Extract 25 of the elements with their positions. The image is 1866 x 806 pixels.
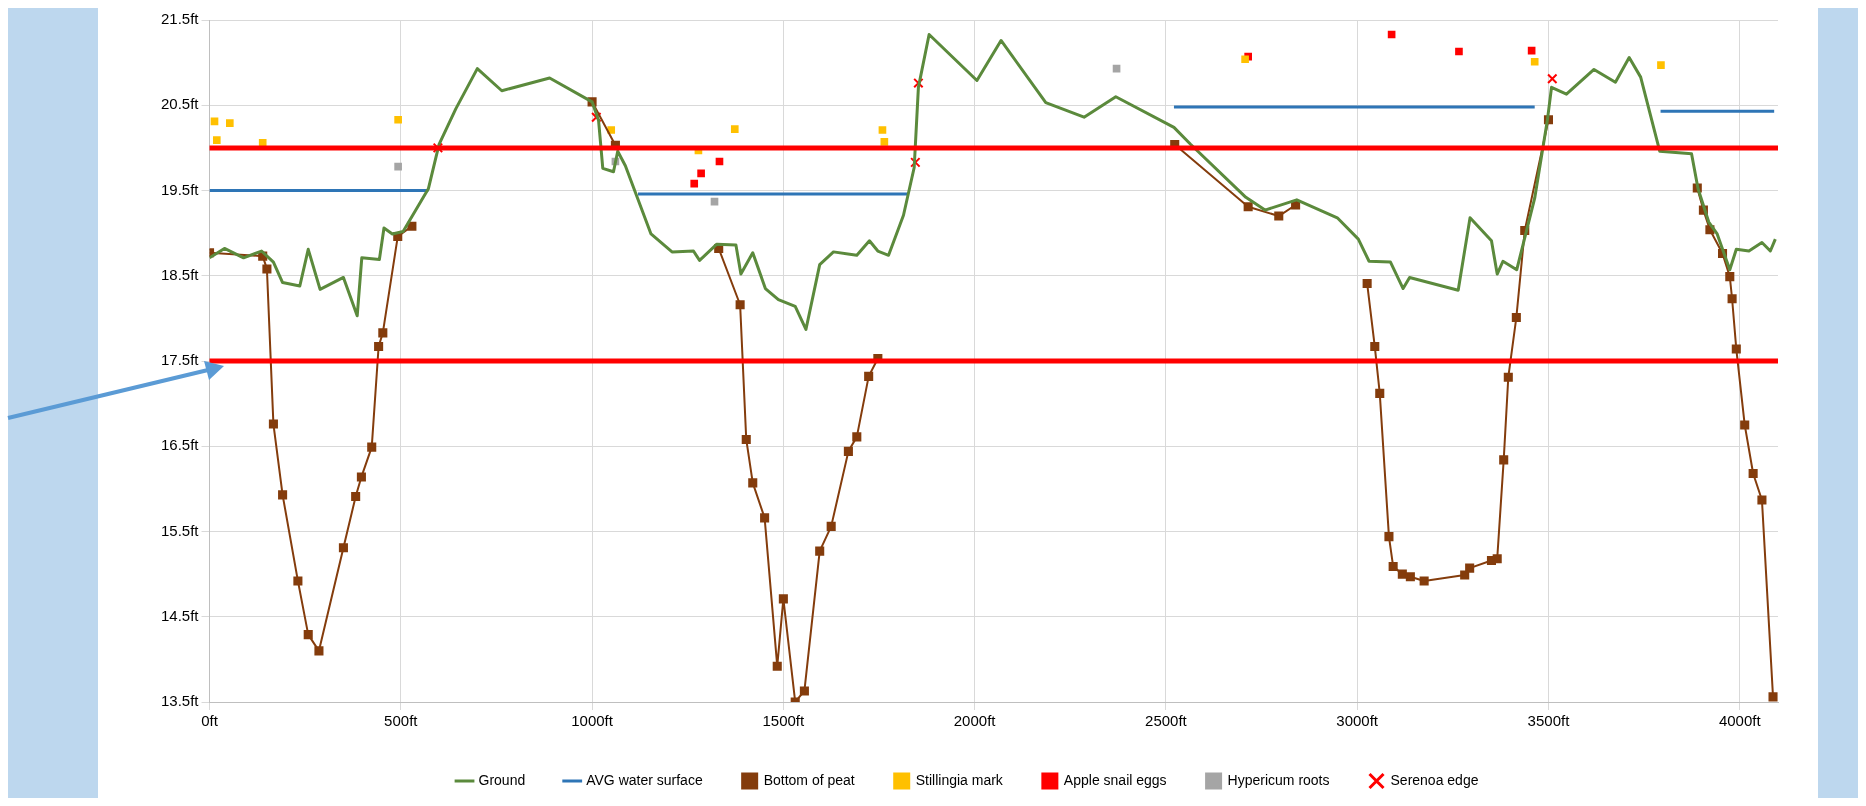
x-tick-label: 3500ft: [1527, 712, 1571, 730]
y-tick-label: 19.5ft: [161, 180, 200, 198]
x-tick-label: 1000ft: [571, 712, 614, 730]
y-tick-label: 20.5ft: [161, 95, 200, 113]
x-tick-label: 4000ft: [1718, 712, 1762, 730]
y-tick-label: 21.5ft: [161, 10, 200, 28]
legend-label: Ground: [478, 771, 526, 788]
legend-label: Hypericum roots: [1227, 771, 1330, 788]
x-tick-label: 1500ft: [762, 712, 806, 730]
x-tick-label: 2000ft: [953, 712, 997, 730]
y-tick-label: 14.5ft: [161, 606, 200, 624]
y-tick-label: 18.5ft: [161, 265, 200, 283]
legend-label: Apple snail eggs: [1063, 771, 1167, 788]
x-tick-label: 500ft: [384, 712, 419, 730]
legend-label: Serenoa edge: [1390, 771, 1479, 788]
legend-label: AVG water surface: [586, 771, 703, 788]
y-tick-label: 13.5ft: [161, 692, 200, 710]
y-tick-label: 15.5ft: [161, 521, 200, 539]
legend-label: Bottom of peat: [763, 771, 855, 788]
y-tick-label: 16.5ft: [161, 436, 200, 454]
y-tick-label: 17.5ft: [161, 351, 200, 369]
legend-label: Stillingia mark: [915, 771, 1004, 788]
x-tick-label: 2500ft: [1145, 712, 1188, 730]
x-tick-label: 3000ft: [1336, 712, 1379, 730]
x-tick-label: 0ft: [201, 712, 219, 730]
